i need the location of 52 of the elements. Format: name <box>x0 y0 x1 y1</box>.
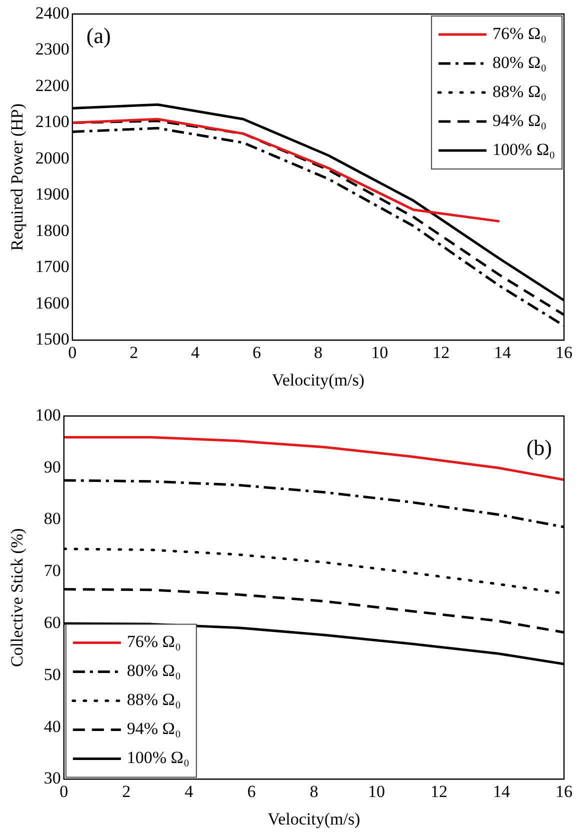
annotation: (b) <box>526 434 552 460</box>
legend-label: 100% Ω₀ <box>126 748 190 768</box>
y-tick-label: 1500 <box>35 330 70 349</box>
y-tick-label: 80 <box>44 509 61 528</box>
x-tick-label: 14 <box>492 782 510 801</box>
y-tick-label: 1800 <box>35 220 70 240</box>
x-tick-label: 6 <box>247 782 256 801</box>
x-axis-title: Velocity(m/s) <box>272 370 364 390</box>
legend-label: 88% Ω₀ <box>126 690 181 710</box>
legend-label: 80% Ω₀ <box>126 661 181 680</box>
y-tick-label: 1900 <box>35 184 70 204</box>
y-tick-label: 60 <box>44 613 61 632</box>
y-tick-label: 40 <box>44 716 61 736</box>
legend-label: 94% Ω₀ <box>492 110 547 130</box>
legend-label: 80% Ω₀ <box>492 52 547 72</box>
y-tick-label: 70 <box>44 561 61 580</box>
y-axis-title: Collective Stick (%) <box>8 528 27 668</box>
x-tick-label: 10 <box>371 342 388 362</box>
y-tick-label: 1700 <box>35 257 70 276</box>
x-tick-label: 16 <box>556 782 572 801</box>
x-tick-label: 0 <box>60 782 68 801</box>
y-tick-label: 2400 <box>35 3 70 22</box>
x-tick-label: 2 <box>122 782 131 801</box>
y-tick-label: 50 <box>44 664 61 684</box>
x-tick-label: 0 <box>68 342 77 362</box>
x-tick-label: 10 <box>368 782 385 801</box>
x-axis-title: Velocity(m/s) <box>268 809 360 828</box>
y-axis-title: Required Power (HP) <box>8 103 27 251</box>
x-tick-label: 4 <box>184 782 194 801</box>
x-tick-label: 4 <box>191 342 200 362</box>
y-tick-label: 2200 <box>35 76 70 95</box>
y-tick-label: 100 <box>35 405 61 424</box>
x-tick-label: 8 <box>310 782 318 801</box>
y-tick-label: 30 <box>44 768 61 788</box>
x-tick-label: 12 <box>430 782 448 801</box>
x-tick-label: 16 <box>556 342 572 362</box>
y-tick-label: 90 <box>44 457 61 476</box>
legend-label: 88% Ω₀ <box>492 82 547 101</box>
y-tick-label: 2300 <box>35 40 70 59</box>
legend-label: 100% Ω₀ <box>492 140 556 159</box>
legend-label: 76% Ω₀ <box>126 632 181 652</box>
x-tick-label: 12 <box>432 342 450 362</box>
legend-label: 94% Ω₀ <box>126 719 181 738</box>
x-tick-label: 2 <box>130 342 138 362</box>
x-tick-label: 8 <box>314 342 322 362</box>
annotation: (a) <box>86 22 111 48</box>
y-tick-label: 1600 <box>35 293 70 312</box>
x-tick-label: 14 <box>494 342 512 362</box>
y-tick-label: 2000 <box>35 148 70 168</box>
x-tick-label: 6 <box>252 342 261 362</box>
y-tick-label: 2100 <box>35 112 70 132</box>
legend-label: 76% Ω₀ <box>492 24 547 43</box>
